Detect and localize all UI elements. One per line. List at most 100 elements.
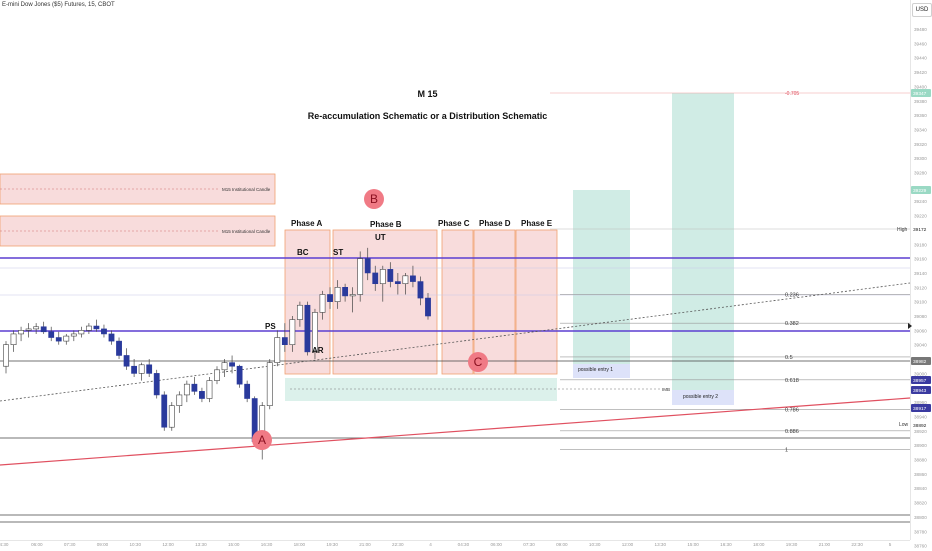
entry-1-label: possible entry 1 [578,367,613,373]
high-label: High [897,227,908,233]
price-tick: 39120 [914,285,927,290]
price-tick: 38960 [914,400,927,405]
trend-line [0,397,911,466]
time-tick: 07:30 [64,542,76,547]
candle-down [108,333,115,342]
circle-a-marker [252,430,272,450]
ut-label: UT [375,233,386,242]
circle-b-marker [364,189,384,209]
candle-down [417,281,424,299]
circle-a-label: A [258,433,266,447]
time-tick: 19:30 [326,542,338,547]
time-tick: 18:00 [753,542,765,547]
candle-up [402,275,409,285]
candle-up [63,335,70,342]
time-tick: 15:00 [687,542,699,547]
st-label: ST [333,248,343,257]
ar-label: AR [312,346,324,355]
price-label-bg [911,225,931,233]
candle-up [296,304,303,320]
price-tick: 39340 [914,127,927,132]
candle-down [229,362,235,367]
phase-box [515,229,558,375]
symbol-title: E-mini Dow Jones ($5) Futures, 15, CBOT [2,2,115,8]
bc-label: BC [297,248,309,257]
price-tick: 39060 [914,328,927,333]
price-tick: 39380 [914,99,927,104]
fib-label: 0.5 [785,355,793,361]
candle-up [3,344,9,367]
candle-up [18,330,24,335]
entry-box-2 [672,390,734,405]
candle-down [191,383,198,392]
price-tick: 39040 [914,343,927,348]
price-label-bg [911,404,931,412]
institutional-label: M15 Institutional Candle [222,187,271,192]
price-label-bg [911,186,931,194]
candle-up [33,326,40,330]
time-tick: 06:00 [490,542,502,547]
candle-down [342,286,349,297]
time-tick: 06:00 [31,542,43,547]
price-tick: 38760 [914,544,927,549]
time-tick: 16:30 [261,542,273,547]
price-tick: 38800 [914,515,927,520]
price-label: 39347 [913,91,927,97]
circle-c-marker [468,352,488,372]
circle-b-label: B [370,192,378,206]
price-label: 38892 [913,423,927,429]
entry-box-1 [573,364,630,378]
chart-subtitle: Re-accumulation Schematic or a Distribut… [307,111,548,121]
price-label: 38917 [913,406,927,412]
time-tick: 22:30 [392,542,404,547]
time-tick: 07:30 [523,542,535,547]
price-label-bg [911,386,931,394]
candle-up [25,328,32,331]
candle-up [349,294,356,297]
low-label: Low [899,422,909,428]
fib-label: 0.786 [785,407,799,413]
price-tick: 39240 [914,199,927,204]
time-tick: 09:00 [97,542,109,547]
time-tick: 10:30 [589,542,601,547]
candle-up [312,312,318,353]
price-tick: 38880 [914,458,927,463]
candle-down [199,391,205,399]
time-tick: 12:00 [622,542,634,547]
price-tick: 38940 [914,414,927,419]
time-axis[interactable] [0,540,910,551]
time-tick: 13:30 [195,542,207,547]
time-tick: 5 [889,542,892,547]
candle-up [183,383,190,396]
price-tick: 39080 [914,314,927,319]
candle-down [40,326,47,333]
candle-down [161,394,168,428]
price-label-bg [911,376,931,384]
candle-down [244,383,251,399]
candle-up [289,319,296,345]
price-label-bg [911,421,931,429]
price-label-bg [911,357,931,365]
candle-up [138,364,145,374]
fib-label: -0.705 [785,91,799,97]
candle-up [274,337,281,363]
price-tick: 39480 [914,27,927,32]
phase-d-label: Phase D [479,219,511,228]
time-tick: 18:00 [294,542,306,547]
imbalance-zone [285,378,557,401]
candle-up [10,333,17,345]
phase-c-label: Phase C [438,219,470,228]
price-tick: 39160 [914,257,927,262]
price-axis[interactable] [910,0,932,540]
candle-up [221,362,228,371]
price-tick: 39320 [914,142,927,147]
price-tick: 39300 [914,156,927,161]
time-tick: 12:00 [162,542,174,547]
time-tick: 4:30 [0,542,9,547]
phase-box [441,229,474,375]
chart-title: M 15 [417,89,438,99]
phase-box [473,229,516,375]
candle-down [116,340,122,356]
